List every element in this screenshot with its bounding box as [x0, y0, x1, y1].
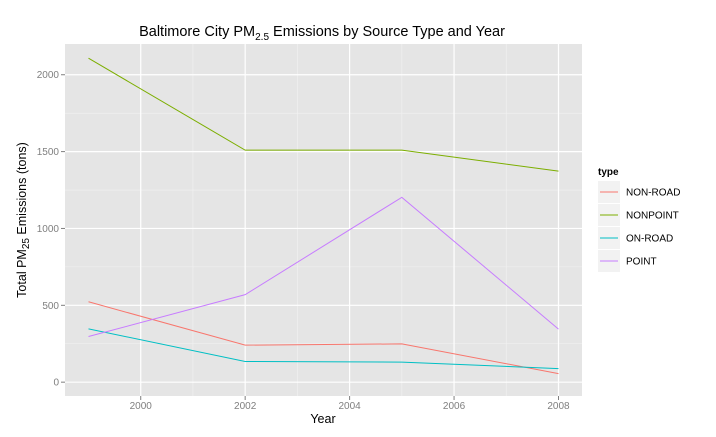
x-tick-label: 2008: [547, 401, 570, 412]
plot-panel: [65, 44, 582, 396]
legend-label-nonpoint: NONPOINT: [626, 211, 679, 222]
series-line-on-road: [88, 328, 559, 370]
legend-label-point: POINT: [626, 257, 657, 268]
x-axis-label: Year: [310, 412, 335, 426]
legend-label-on-road: ON-ROAD: [626, 234, 673, 245]
chart-title-suffix: Emissions by Source Type and Year: [269, 24, 505, 40]
series-line-nonpoint: [88, 57, 559, 172]
y-axis-label: Total PM25 Emissions (tons): [15, 142, 32, 298]
axis-ticks: 2000 2002 2004 2006 2008 0 500 1000 1500 2000: [37, 70, 570, 412]
y-axis-label-suffix: Emissions (tons): [15, 142, 29, 238]
y-tick-label: 1000: [37, 224, 60, 235]
chart-title-prefix: Baltimore City PM: [139, 24, 255, 40]
grid-lines: [65, 44, 582, 396]
legend-title: type: [598, 167, 619, 178]
y-tick-label: 1500: [37, 147, 60, 158]
chart-title: Baltimore City PM2.5 Emissions by Source…: [139, 24, 505, 43]
x-tick-label: 2006: [443, 401, 466, 412]
y-tick-label: 500: [42, 301, 59, 312]
x-tick-label: 2000: [130, 401, 153, 412]
x-tick-label: 2002: [234, 401, 257, 412]
x-tick-label: 2004: [338, 401, 361, 412]
legend: type NON-ROAD NONPOINT ON-ROAD POINT: [598, 167, 680, 272]
legend-label-non-road: NON-ROAD: [626, 188, 680, 199]
y-axis-label-prefix: Total PM: [15, 249, 29, 298]
chart-title-subscript: 2.5: [255, 32, 269, 43]
y-tick-label: 2000: [37, 70, 60, 81]
series-line-point: [88, 196, 559, 338]
series-lines: [88, 57, 559, 375]
series-line-non-road: [88, 301, 559, 375]
y-tick-label: 0: [53, 378, 59, 389]
y-axis-label-subscript: 25: [21, 238, 32, 250]
